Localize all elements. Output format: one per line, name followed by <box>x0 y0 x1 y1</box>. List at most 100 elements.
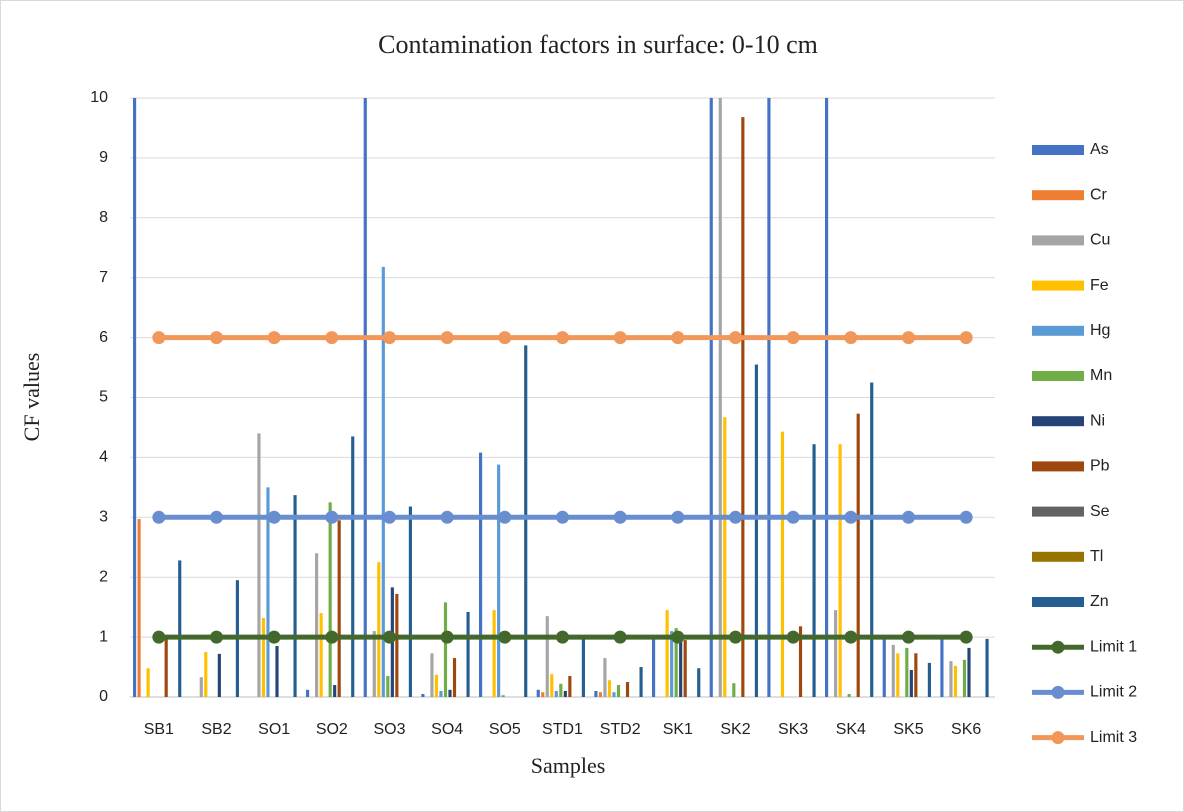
legend-label: Zn <box>1090 593 1109 610</box>
bar <box>754 364 758 697</box>
bar <box>909 670 913 697</box>
legend-label: Mn <box>1090 367 1112 384</box>
limit-marker <box>325 331 339 345</box>
bar <box>501 695 505 697</box>
limit-marker <box>210 510 223 524</box>
limit-marker <box>671 630 685 644</box>
limit-marker <box>210 630 223 644</box>
limit-marker <box>325 510 339 524</box>
bar <box>554 691 558 697</box>
bar <box>732 683 736 697</box>
bar <box>293 495 297 697</box>
y-tick-label: 9 <box>99 149 108 166</box>
bar <box>217 653 221 697</box>
x-tick-label: SB1 <box>144 721 174 738</box>
bar <box>545 616 549 697</box>
limit-marker <box>440 331 454 345</box>
bar <box>905 647 909 697</box>
bar <box>914 653 918 697</box>
bar <box>164 637 168 697</box>
bar <box>709 98 713 697</box>
bar <box>594 691 598 697</box>
legend-marker <box>1051 685 1065 699</box>
legend-label: Limit 2 <box>1090 684 1137 701</box>
bar <box>882 637 886 697</box>
bar <box>266 487 270 697</box>
limit-marker <box>267 331 281 345</box>
x-tick-label: SO1 <box>258 721 290 738</box>
bar <box>559 683 563 697</box>
bar <box>275 646 279 697</box>
bar <box>421 694 425 697</box>
bar <box>448 689 452 697</box>
limit-marker <box>556 510 569 524</box>
bar <box>257 433 261 697</box>
bar <box>386 676 390 697</box>
legend-swatch <box>1032 190 1084 201</box>
y-tick-label: 7 <box>99 269 108 286</box>
bar <box>319 613 323 697</box>
bar <box>679 637 683 697</box>
limit-marker <box>786 630 800 644</box>
limit-marker <box>729 510 742 524</box>
bar <box>891 644 895 697</box>
bar <box>767 98 771 697</box>
limit-marker <box>498 510 512 524</box>
legend-label: Cu <box>1090 232 1110 249</box>
bar <box>337 520 341 697</box>
bar <box>598 692 603 697</box>
legend-swatch <box>1032 461 1084 472</box>
y-tick-label: 10 <box>90 89 108 106</box>
bar <box>541 692 545 697</box>
bar <box>812 444 816 697</box>
limit-marker <box>152 331 166 345</box>
bar <box>616 685 621 697</box>
limit-marker <box>383 510 396 524</box>
legend-label: Ni <box>1090 412 1105 429</box>
bar <box>940 637 944 697</box>
bar <box>652 637 656 697</box>
limit-marker <box>498 331 512 345</box>
x-tick-label: SK3 <box>778 721 808 738</box>
bar <box>798 626 803 697</box>
legend-swatch <box>1032 597 1084 607</box>
bar <box>856 413 860 697</box>
legend-label: Hg <box>1090 322 1110 339</box>
bar <box>479 452 483 697</box>
bar <box>133 98 137 697</box>
limit-marker <box>959 510 973 524</box>
legend-swatch <box>1032 416 1084 427</box>
legend-marker <box>1051 640 1065 654</box>
bar <box>953 665 958 697</box>
bar <box>674 628 678 697</box>
x-tick-label: STD2 <box>600 721 641 738</box>
x-tick-label: SO2 <box>316 721 348 738</box>
limit-marker <box>267 630 281 644</box>
bar <box>825 98 829 697</box>
bar <box>780 431 785 697</box>
limit-marker <box>440 630 454 644</box>
x-tick-label: SO3 <box>373 721 405 738</box>
limit-marker <box>844 510 858 524</box>
legend-marker <box>1051 731 1065 745</box>
x-tick-label: SO5 <box>489 721 521 738</box>
limit-marker <box>902 630 915 644</box>
legend-label: Cr <box>1090 186 1108 203</box>
y-tick-label: 0 <box>99 688 108 705</box>
bar <box>568 676 572 697</box>
legend-label: Se <box>1090 503 1110 520</box>
limit-marker <box>210 331 223 345</box>
y-tick-label: 4 <box>99 449 108 466</box>
bar <box>603 658 607 697</box>
bar <box>967 647 971 697</box>
limit-marker <box>902 510 915 524</box>
y-axis-label: CF values <box>19 353 44 442</box>
bar <box>351 436 355 697</box>
limit-marker <box>613 510 627 524</box>
bar <box>581 637 585 697</box>
legend-swatch <box>1032 551 1084 562</box>
bar <box>328 502 332 697</box>
bar <box>838 444 842 697</box>
bar <box>430 653 434 697</box>
bar <box>683 640 687 697</box>
